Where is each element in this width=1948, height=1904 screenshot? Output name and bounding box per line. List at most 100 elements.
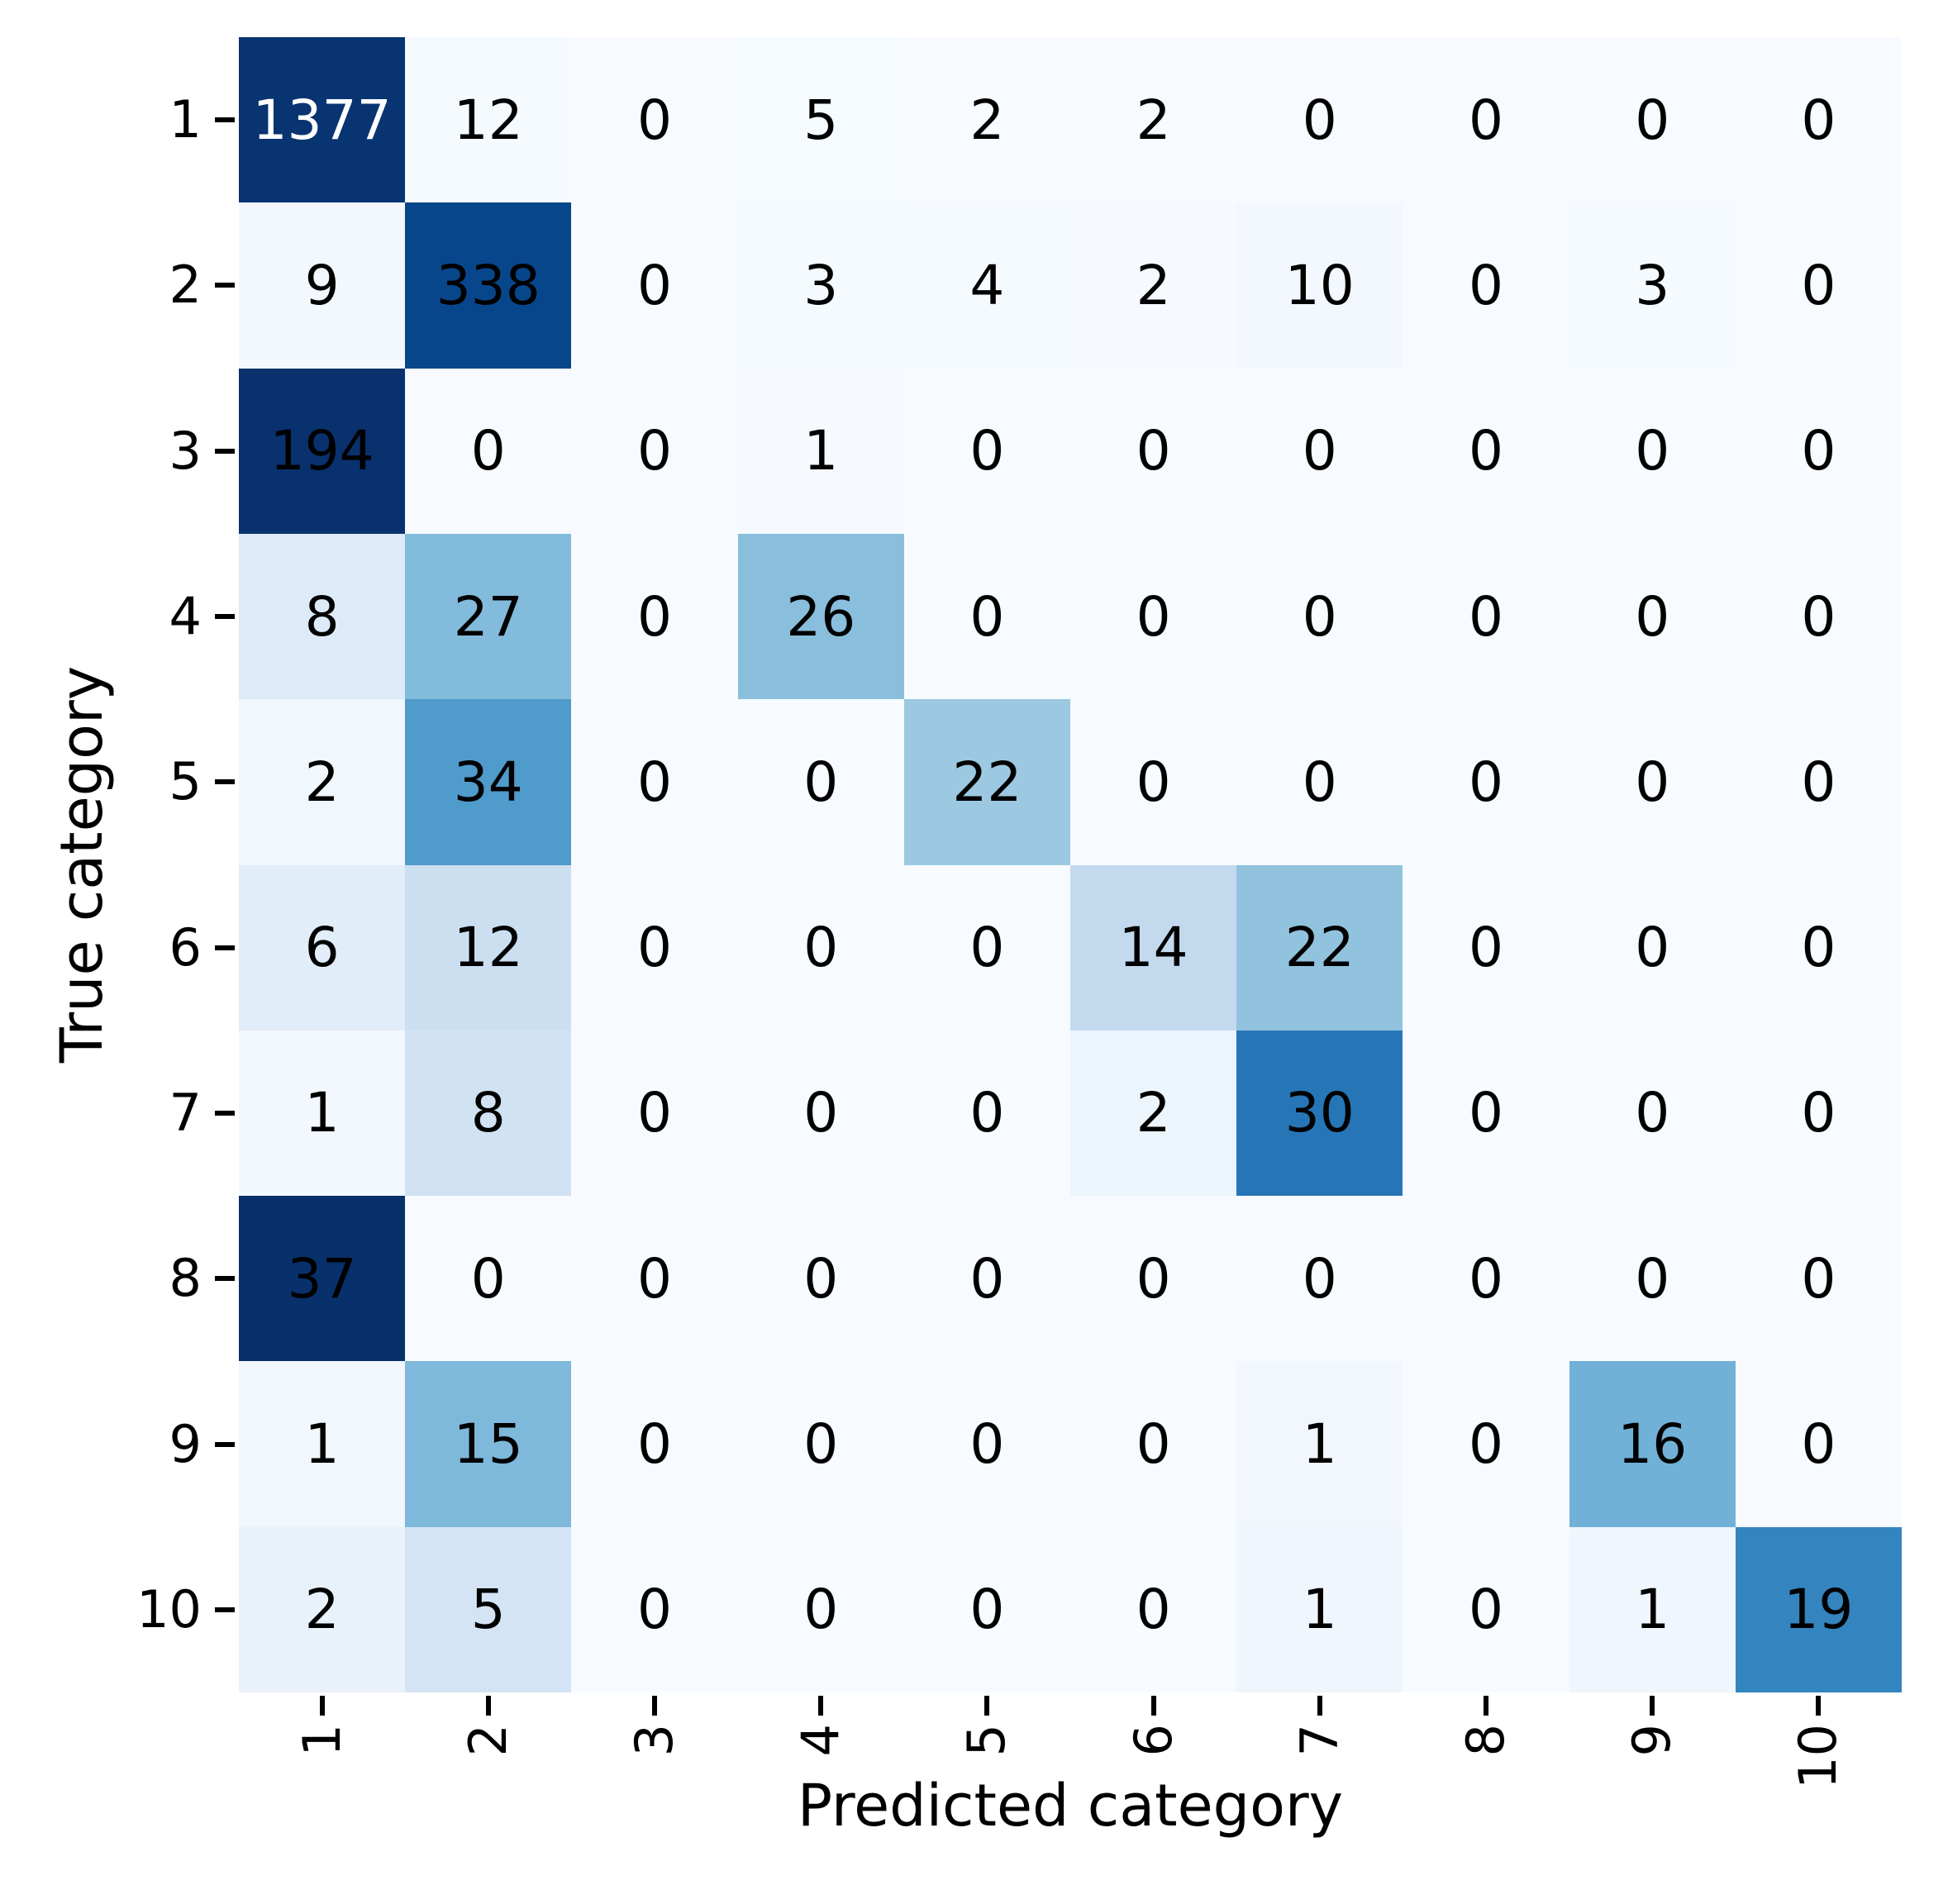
- y-tick-label-1: 1: [169, 89, 202, 150]
- y-tick-mark: [215, 1110, 235, 1116]
- heatmap-cell-r9-c6: 0: [1069, 1361, 1237, 1527]
- heatmap-cell-r3-c10: 0: [1735, 368, 1902, 534]
- heatmap-cell-r3-c4: 1: [737, 368, 904, 534]
- heatmap-cell-r9-c3: 0: [571, 1361, 738, 1527]
- heatmap-cell-r5-c6: 0: [1069, 699, 1237, 865]
- heatmap-cell-r1-c4: 5: [737, 37, 904, 203]
- heatmap-cell-r2-c7: 10: [1236, 202, 1403, 369]
- y-tick-label-5: 5: [169, 751, 202, 812]
- heatmap-cell-r8-c2: 0: [405, 1196, 572, 1362]
- heatmap-cell-r4-c7: 0: [1236, 533, 1403, 700]
- heatmap-cell-r10-c1: 2: [239, 1526, 406, 1692]
- heatmap-cell-r10-c10: 19: [1735, 1526, 1902, 1692]
- heatmap-cell-r6-c6: 14: [1069, 864, 1237, 1031]
- heatmap-cell-r10-c4: 0: [737, 1526, 904, 1692]
- heatmap-cell-r8-c7: 0: [1236, 1196, 1403, 1362]
- y-tick-mark: [215, 283, 235, 288]
- heatmap-cell-r5-c7: 0: [1236, 699, 1403, 865]
- heatmap-cell-r3-c1: 194: [239, 368, 406, 534]
- heatmap-cell-r4-c3: 0: [571, 533, 738, 700]
- y-tick-mark: [215, 779, 235, 785]
- heatmap-cell-r5-c1: 2: [239, 699, 406, 865]
- heatmap-cell-r3-c2: 0: [405, 368, 572, 534]
- heatmap-cell-r5-c5: 22: [903, 699, 1070, 865]
- heatmap-cell-r10-c9: 1: [1569, 1526, 1736, 1692]
- heatmap-cell-r7-c7: 30: [1236, 1030, 1403, 1197]
- heatmap-cell-r7-c2: 8: [405, 1030, 572, 1197]
- heatmap-cell-r7-c5: 0: [903, 1030, 1070, 1197]
- heatmap-cell-r3-c9: 0: [1569, 368, 1736, 534]
- heatmap-cell-r1-c8: 0: [1403, 37, 1569, 203]
- heatmap-cell-r9-c7: 1: [1236, 1361, 1403, 1527]
- heatmap-cell-r8-c4: 0: [737, 1196, 904, 1362]
- x-tick-label-6: 6: [1122, 1724, 1184, 1757]
- heatmap-cell-r2-c2: 338: [405, 202, 572, 369]
- x-tick-label-2: 2: [457, 1724, 518, 1757]
- y-tick-label-3: 3: [169, 420, 202, 481]
- heatmap-cell-r9-c10: 0: [1735, 1361, 1902, 1527]
- heatmap-cell-r2-c8: 0: [1403, 202, 1569, 369]
- y-axis-label: True category: [48, 665, 116, 1064]
- heatmap-cell-r8-c6: 0: [1069, 1196, 1237, 1362]
- heatmap-cell-r10-c7: 1: [1236, 1526, 1403, 1692]
- heatmap-cell-r1-c2: 12: [405, 37, 572, 203]
- heatmap-cell-r6-c8: 0: [1403, 864, 1569, 1031]
- heatmap-cell-r5-c3: 0: [571, 699, 738, 865]
- x-axis-label: Predicted category: [797, 1772, 1344, 1840]
- heatmap-cell-r1-c10: 0: [1735, 37, 1902, 203]
- heatmap-cell-r7-c10: 0: [1735, 1030, 1902, 1197]
- y-tick-mark: [215, 1276, 235, 1282]
- heatmap-cell-r3-c3: 0: [571, 368, 738, 534]
- heatmap-grid: 1377 12 0 5 2 2 0 0 0 0 9 338 0 3 4 2 10 0 3 0 194 0 0 1 0 0 0 0 0 0 8…: [239, 37, 1902, 1692]
- heatmap-cell-r6-c7: 22: [1236, 864, 1403, 1031]
- heatmap-cell-r10-c8: 0: [1403, 1526, 1569, 1692]
- y-tick-label-10: 10: [136, 1578, 202, 1640]
- heatmap-cell-r6-c3: 0: [571, 864, 738, 1031]
- heatmap-cell-r2-c1: 9: [239, 202, 406, 369]
- x-tick-label-7: 7: [1288, 1724, 1350, 1757]
- heatmap-cell-r8-c1: 37: [239, 1196, 406, 1362]
- heatmap-cell-r2-c4: 3: [737, 202, 904, 369]
- heatmap-cell-r6-c2: 12: [405, 864, 572, 1031]
- heatmap-cell-r9-c1: 1: [239, 1361, 406, 1527]
- heatmap-cell-r7-c9: 0: [1569, 1030, 1736, 1197]
- y-tick-mark: [215, 945, 235, 950]
- heatmap-cell-r8-c8: 0: [1403, 1196, 1569, 1362]
- heatmap-cell-r1-c6: 2: [1069, 37, 1237, 203]
- heatmap-cell-r4-c2: 27: [405, 533, 572, 700]
- heatmap-cell-r7-c6: 2: [1069, 1030, 1237, 1197]
- y-tick-label-8: 8: [169, 1248, 202, 1309]
- y-tick-label-6: 6: [169, 916, 202, 978]
- x-tick-mark: [1650, 1696, 1655, 1716]
- y-tick-label-2: 2: [169, 255, 202, 316]
- heatmap-cell-r9-c8: 0: [1403, 1361, 1569, 1527]
- heatmap-cell-r5-c10: 0: [1735, 699, 1902, 865]
- heatmap-cell-r4-c9: 0: [1569, 533, 1736, 700]
- heatmap-cell-r8-c3: 0: [571, 1196, 738, 1362]
- heatmap-cell-r6-c5: 0: [903, 864, 1070, 1031]
- heatmap-cell-r3-c8: 0: [1403, 368, 1569, 534]
- x-tick-mark: [984, 1696, 990, 1716]
- x-tick-label-1: 1: [291, 1724, 352, 1757]
- heatmap-cell-r2-c6: 2: [1069, 202, 1237, 369]
- heatmap-cell-r6-c10: 0: [1735, 864, 1902, 1031]
- heatmap-cell-r9-c4: 0: [737, 1361, 904, 1527]
- heatmap-cell-r2-c5: 4: [903, 202, 1070, 369]
- heatmap-cell-r1-c5: 2: [903, 37, 1070, 203]
- heatmap-cell-r8-c5: 0: [903, 1196, 1070, 1362]
- y-tick-mark: [215, 614, 235, 620]
- heatmap-cell-r10-c5: 0: [903, 1526, 1070, 1692]
- heatmap-cell-r3-c5: 0: [903, 368, 1070, 534]
- x-tick-mark: [485, 1696, 491, 1716]
- heatmap-cell-r5-c8: 0: [1403, 699, 1569, 865]
- y-tick-label-7: 7: [169, 1082, 202, 1143]
- y-tick-mark: [215, 1441, 235, 1447]
- heatmap-cell-r2-c9: 3: [1569, 202, 1736, 369]
- x-tick-label-8: 8: [1455, 1724, 1516, 1757]
- heatmap-cell-r6-c4: 0: [737, 864, 904, 1031]
- heatmap-cell-r4-c4: 26: [737, 533, 904, 700]
- heatmap-cell-r10-c2: 5: [405, 1526, 572, 1692]
- heatmap-cell-r2-c3: 0: [571, 202, 738, 369]
- heatmap-cell-r10-c3: 0: [571, 1526, 738, 1692]
- heatmap-cell-r9-c5: 0: [903, 1361, 1070, 1527]
